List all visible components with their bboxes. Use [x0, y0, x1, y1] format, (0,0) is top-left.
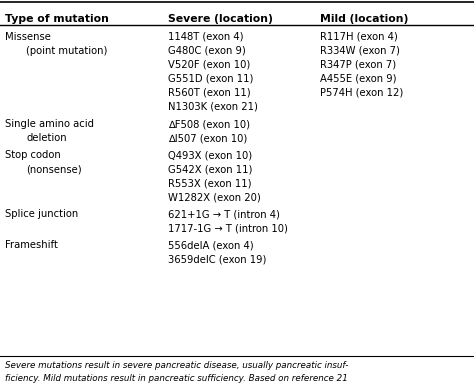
Text: Frameshift: Frameshift — [5, 240, 58, 251]
Text: Single amino acid: Single amino acid — [5, 119, 94, 129]
Text: W1282X (exon 20): W1282X (exon 20) — [168, 192, 261, 202]
Text: (point mutation): (point mutation) — [26, 46, 108, 56]
Text: V520F (exon 10): V520F (exon 10) — [168, 60, 251, 70]
Text: Splice junction: Splice junction — [5, 209, 78, 219]
Text: G480C (exon 9): G480C (exon 9) — [168, 46, 246, 56]
Text: Mild (location): Mild (location) — [320, 14, 408, 24]
Text: 556delA (exon 4): 556delA (exon 4) — [168, 240, 254, 251]
Text: 1717-1G → T (intron 10): 1717-1G → T (intron 10) — [168, 223, 288, 233]
Text: A455E (exon 9): A455E (exon 9) — [320, 74, 396, 84]
Text: R560T (exon 11): R560T (exon 11) — [168, 88, 251, 98]
Text: N1303K (exon 21): N1303K (exon 21) — [168, 102, 258, 112]
Text: R334W (exon 7): R334W (exon 7) — [320, 46, 400, 56]
Text: R553X (exon 11): R553X (exon 11) — [168, 178, 252, 188]
Text: 1148T (exon 4): 1148T (exon 4) — [168, 32, 244, 42]
Text: Severe mutations result in severe pancreatic disease, usually pancreatic insuf-: Severe mutations result in severe pancre… — [5, 361, 348, 370]
Text: G542X (exon 11): G542X (exon 11) — [168, 164, 253, 174]
Text: Q493X (exon 10): Q493X (exon 10) — [168, 150, 252, 160]
Text: G551D (exon 11): G551D (exon 11) — [168, 74, 254, 84]
Text: 621+1G → T (intron 4): 621+1G → T (intron 4) — [168, 209, 280, 219]
Text: ficiency. Mild mutations result in pancreatic sufficiency. Based on reference 21: ficiency. Mild mutations result in pancr… — [5, 374, 347, 383]
Text: P574H (exon 12): P574H (exon 12) — [320, 88, 403, 98]
Text: Type of mutation: Type of mutation — [5, 14, 109, 24]
Text: (nonsense): (nonsense) — [26, 164, 82, 174]
Text: Severe (location): Severe (location) — [168, 14, 273, 24]
Text: ∆F508 (exon 10): ∆F508 (exon 10) — [168, 119, 250, 129]
Text: 3659delC (exon 19): 3659delC (exon 19) — [168, 254, 267, 265]
Text: R347P (exon 7): R347P (exon 7) — [320, 60, 396, 70]
Text: R117H (exon 4): R117H (exon 4) — [320, 32, 398, 42]
Text: Missense: Missense — [5, 32, 51, 42]
Text: deletion: deletion — [26, 133, 67, 143]
Text: Stop codon: Stop codon — [5, 150, 61, 160]
Text: ∆I507 (exon 10): ∆I507 (exon 10) — [168, 133, 247, 143]
